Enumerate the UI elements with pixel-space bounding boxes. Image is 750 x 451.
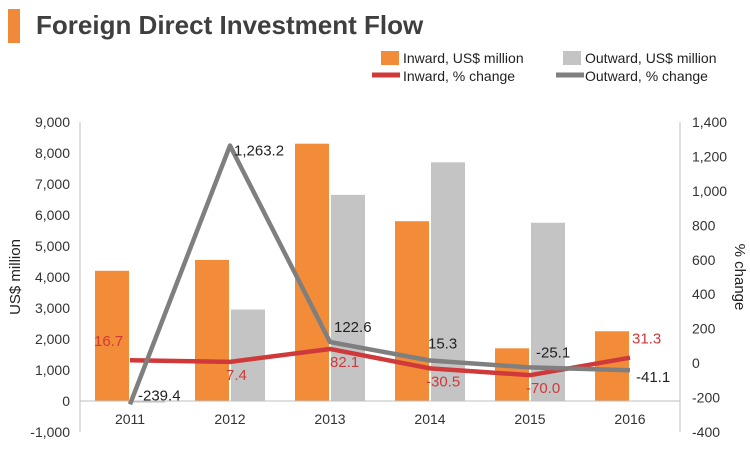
- y-tick-label: 5,000: [35, 238, 70, 254]
- x-tick-label: 2012: [214, 411, 245, 427]
- outward-bar: [431, 162, 465, 401]
- x-tick-label: 2013: [314, 411, 345, 427]
- outward-change-label: 122.6: [334, 319, 372, 336]
- y2-tick-label: 600: [692, 252, 716, 268]
- y-axis-label: US$ million: [7, 239, 24, 315]
- x-tick-label: 2014: [414, 411, 445, 427]
- y2-tick-label: 1,200: [692, 148, 727, 164]
- y-tick-label: 9,000: [35, 114, 70, 130]
- inward-change-label: 16.7: [94, 333, 123, 350]
- y-tick-label: 0: [62, 393, 70, 409]
- y2-tick-label: 400: [692, 286, 716, 302]
- y2-tick-label: 1,400: [692, 114, 727, 130]
- y2-tick-label: 800: [692, 217, 716, 233]
- outward-bar: [231, 309, 265, 401]
- inward-bar: [195, 259, 229, 401]
- legend-label-outward-bar: Outward, US$ million: [585, 50, 717, 66]
- outward-bar: [331, 194, 365, 401]
- inward-change-label: 31.3: [632, 331, 661, 348]
- y-tick-label: 7,000: [35, 176, 70, 192]
- outward-change-label: -25.1: [536, 344, 570, 361]
- chart-title: Foreign Direct Investment Flow: [36, 10, 424, 40]
- y-tick-label: 3,000: [35, 300, 70, 316]
- y2-tick-label: 200: [692, 321, 716, 337]
- inward-change-label: -70.0: [526, 380, 560, 397]
- y2-tick-label: -200: [692, 390, 720, 406]
- y2-tick-label: 0: [692, 355, 700, 371]
- y2-tick-label: 1,000: [692, 183, 727, 199]
- y-tick-label: 4,000: [35, 269, 70, 285]
- legend-swatch-inward-bar: [381, 51, 399, 65]
- legend-swatch-outward-bar: [563, 51, 581, 65]
- x-tick-label: 2016: [614, 411, 645, 427]
- x-tick-label: 2011: [115, 411, 145, 427]
- y2-tick-label: -400: [692, 424, 720, 440]
- legend-label-inward-bar: Inward, US$ million: [403, 50, 524, 66]
- outward-bar: [131, 401, 165, 403]
- inward-change-label: 82.1: [330, 354, 359, 371]
- x-tick-label: 2015: [514, 411, 545, 427]
- inward-change-label: 7.4: [226, 367, 247, 384]
- inward-bar: [295, 143, 329, 401]
- outward-change-label: 1,263.2: [234, 143, 284, 160]
- inward-bar: [95, 270, 129, 401]
- header-accent-bar: [8, 9, 20, 43]
- legend-label-outward-line: Outward, % change: [585, 68, 708, 84]
- inward-change-label: -30.5: [426, 373, 460, 390]
- y-tick-label: 2,000: [35, 331, 70, 347]
- legend-label-inward-line: Inward, % change: [403, 68, 515, 84]
- outward-change-label: -239.4: [138, 387, 181, 404]
- outward-change-label: -41.1: [636, 369, 670, 386]
- y-tick-label: 8,000: [35, 145, 70, 161]
- y-tick-label: -1,000: [30, 424, 70, 440]
- inward-bar: [395, 221, 429, 401]
- inward-bar: [595, 331, 629, 401]
- y-tick-label: 6,000: [35, 207, 70, 223]
- inward-change-line: [129, 346, 631, 378]
- outward-change-line: [127, 143, 631, 406]
- legend: Inward, US$ million Outward, US$ million…: [372, 50, 717, 84]
- outward-change-label: 15.3: [428, 335, 457, 352]
- y-tick-label: 1,000: [35, 362, 70, 378]
- y2-axis-label: % change: [731, 244, 748, 311]
